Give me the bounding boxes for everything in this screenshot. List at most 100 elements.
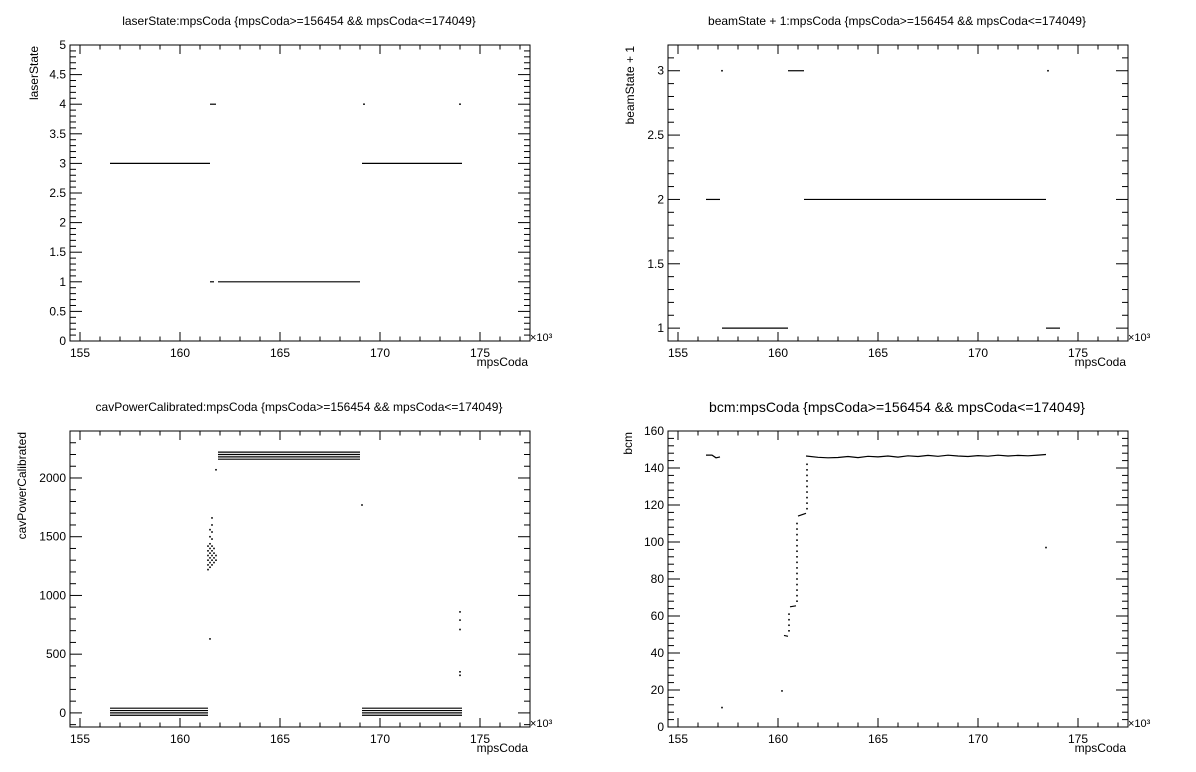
x-axis-multiplier: ×10³ (1128, 718, 1151, 730)
x-axis-label: mpsCoda (1075, 355, 1127, 369)
data-point (1047, 69, 1049, 72)
x-tick-label: 160 (768, 732, 788, 746)
x-tick-label: 170 (370, 346, 390, 360)
x-tick-label: 165 (868, 346, 888, 360)
x-tick-label: 165 (270, 346, 290, 360)
data-point (806, 507, 808, 510)
y-axis-label: beamState + 1 (623, 46, 637, 125)
data-point (459, 674, 461, 677)
y-tick-label: 2.5 (647, 128, 664, 142)
data-point (796, 556, 798, 558)
laser-state-panel: laserState:mpsCoda {mpsCoda>=156454 && m… (0, 0, 598, 386)
x-axis-label: mpsCoda (477, 741, 529, 755)
data-marks (706, 453, 1047, 709)
data-point (209, 557, 211, 559)
data-point (796, 533, 798, 536)
data-point (459, 611, 461, 613)
y-tick-label: 1000 (39, 588, 66, 602)
x-tick-label: 175 (1068, 732, 1088, 746)
data-point (209, 566, 211, 569)
y-tick-label: 1 (657, 321, 664, 335)
y-tick-label: 40 (651, 646, 665, 660)
y-tick-label: 0.5 (49, 304, 66, 318)
data-point (796, 561, 798, 564)
data-point (796, 528, 798, 530)
data-point (213, 561, 215, 564)
data-point (209, 638, 211, 640)
x-tick-label: 155 (668, 346, 688, 360)
x-axis-multiplier: ×10³ (1128, 332, 1151, 344)
y-tick-label: 3 (59, 156, 66, 170)
axis-ticks: 155 160 165 170 175 1 1.5 2 2.5 3 (647, 44, 1128, 360)
axis-ticks: 155 160 165 170 175 0 500 1000 1500 2000 (39, 430, 530, 746)
y-tick-label: 1.5 (647, 257, 664, 271)
x-tick-label: 160 (768, 346, 788, 360)
y-axis-label: laserState (27, 46, 41, 100)
cav-power-panel: cavPowerCalibrated:mpsCoda {mpsCoda>=156… (0, 386, 598, 772)
y-tick-label: 4.5 (49, 68, 66, 82)
data-point (806, 485, 808, 488)
y-tick-label: 1.5 (49, 245, 66, 259)
data-point (459, 103, 461, 105)
y-tick-label: 3 (657, 64, 664, 78)
data-line (805, 453, 1047, 459)
data-point (796, 583, 798, 586)
y-tick-label: 2 (59, 216, 66, 230)
data-point (215, 468, 217, 471)
x-tick-label: 155 (70, 732, 90, 746)
data-point (213, 547, 215, 550)
x-tick-label: 155 (668, 732, 688, 746)
data-point (215, 554, 217, 557)
data-marks (706, 69, 1060, 329)
data-point (788, 624, 790, 627)
chart-title: laserState:mpsCoda {mpsCoda>=156454 && m… (122, 14, 476, 28)
data-point (1045, 546, 1047, 549)
data-point (806, 474, 808, 477)
data-point (781, 690, 783, 692)
data-point (796, 572, 798, 575)
x-tick-label: 160 (170, 732, 190, 746)
data-point (209, 535, 211, 538)
chart-title: beamState + 1:mpsCoda {mpsCoda>=156454 &… (708, 14, 1086, 28)
data-point (207, 550, 209, 552)
data-point (806, 480, 808, 482)
data-line (797, 512, 807, 517)
x-tick-label: 170 (968, 732, 988, 746)
data-point (796, 589, 798, 591)
data-point (459, 619, 461, 621)
data-point (209, 528, 211, 531)
data-point (215, 559, 217, 562)
data-point (213, 552, 215, 554)
data-point (806, 469, 808, 471)
axis-ticks: 155 160 165 170 175 0 0.5 1 1.5 2 2.5 3 3.5 4 4.5 5 (49, 38, 530, 360)
chart-title: bcm:mpsCoda {mpsCoda>=156454 && mpsCoda<… (709, 399, 1085, 415)
y-tick-label: 80 (651, 572, 665, 586)
data-point (207, 554, 209, 557)
x-tick-label: 175 (470, 732, 490, 746)
data-point (796, 578, 798, 580)
data-point (796, 522, 798, 525)
data-point (361, 504, 363, 506)
data-point (207, 559, 209, 562)
data-point (211, 538, 213, 540)
y-tick-label: 1 (59, 275, 66, 289)
x-tick-label: 170 (968, 346, 988, 360)
y-tick-label: 3.5 (49, 127, 66, 141)
x-tick-label: 170 (370, 732, 390, 746)
laser-state-plot: mpsCoda laserState ×10³ 155 160 165 170 175 0… (27, 38, 553, 369)
y-tick-label: 0 (657, 720, 664, 734)
y-tick-label: 0 (59, 706, 66, 720)
chart-title: cavPowerCalibrated:mpsCoda {mpsCoda>=156… (95, 400, 503, 414)
x-tick-label: 160 (170, 346, 190, 360)
bcm-panel: bcm:mpsCoda {mpsCoda>=156454 && mpsCoda<… (598, 386, 1196, 772)
data-line (789, 605, 797, 608)
data-point (211, 554, 213, 557)
y-tick-label: 120 (644, 498, 664, 512)
data-point (796, 600, 798, 602)
plot-frame (69, 430, 531, 728)
data-point (209, 552, 211, 554)
data-point (207, 545, 209, 547)
data-point (209, 542, 211, 545)
data-point (806, 491, 808, 493)
x-tick-label: 155 (70, 346, 90, 360)
